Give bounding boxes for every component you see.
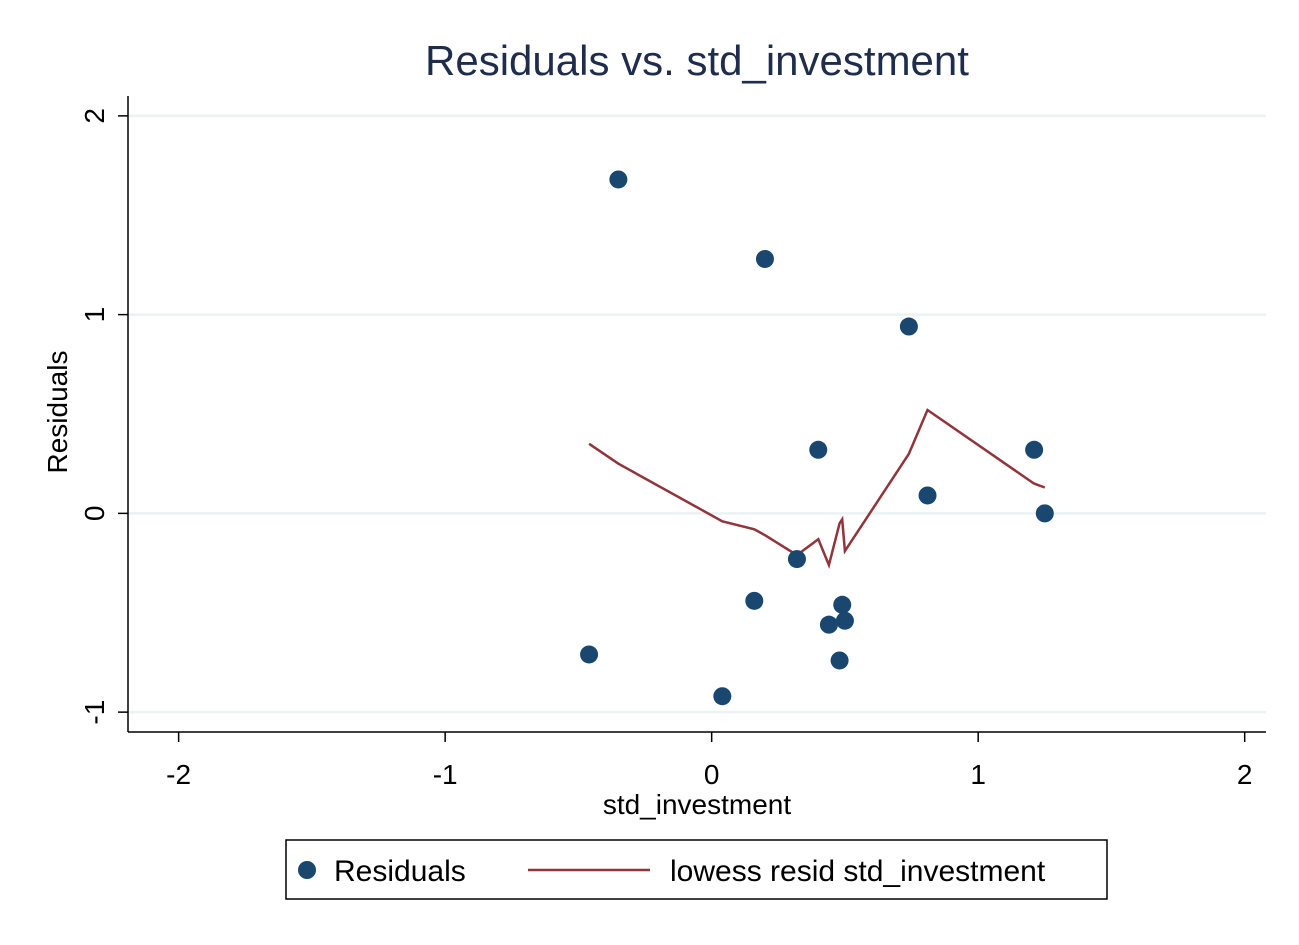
legend-label-lowess: lowess resid std_investment: [670, 855, 1046, 888]
x-tick-label: 0: [704, 759, 720, 790]
scatter-point: [809, 440, 828, 459]
scatter-point: [713, 687, 732, 706]
x-tick-label: -2: [166, 759, 191, 790]
scatter-point: [835, 611, 854, 630]
scatter-point: [918, 486, 937, 505]
y-tick-label: -1: [79, 700, 110, 725]
scatter-point: [1035, 504, 1054, 523]
x-axis-label: std_investment: [603, 789, 792, 820]
y-axis-label: Residuals: [42, 351, 73, 474]
scatter-point: [819, 615, 838, 634]
scatter-point: [745, 591, 764, 610]
y-tick-label: 0: [79, 506, 110, 522]
legend: Residuals lowess resid std_investment: [285, 839, 1108, 900]
ticks: -1 0 1 2 -2 -1 0 1 2: [79, 108, 1252, 790]
scatter-point: [830, 651, 849, 670]
scatter-point: [787, 550, 806, 569]
y-tick-label: 2: [79, 108, 110, 124]
scatter-point: [609, 170, 628, 189]
chart-title: Residuals vs. std_investment: [425, 37, 969, 84]
scatter-point: [1025, 440, 1044, 459]
scatter-point: [755, 249, 774, 268]
gridlines: [128, 114, 1266, 714]
scatter-point: [833, 595, 852, 614]
axes: [127, 96, 1266, 733]
x-tick-label: -1: [433, 759, 458, 790]
legend-box: [285, 839, 1108, 900]
legend-marker-residuals: [298, 861, 316, 879]
legend-label-residuals: Residuals: [334, 855, 466, 888]
x-tick-label: 1: [970, 759, 986, 790]
y-tick-label: 1: [79, 307, 110, 323]
plot-area: [580, 170, 1054, 706]
x-tick-label: 2: [1237, 759, 1253, 790]
lowess-line: [588, 408, 1046, 569]
scatter-point: [899, 317, 918, 336]
scatter-point: [580, 645, 599, 664]
